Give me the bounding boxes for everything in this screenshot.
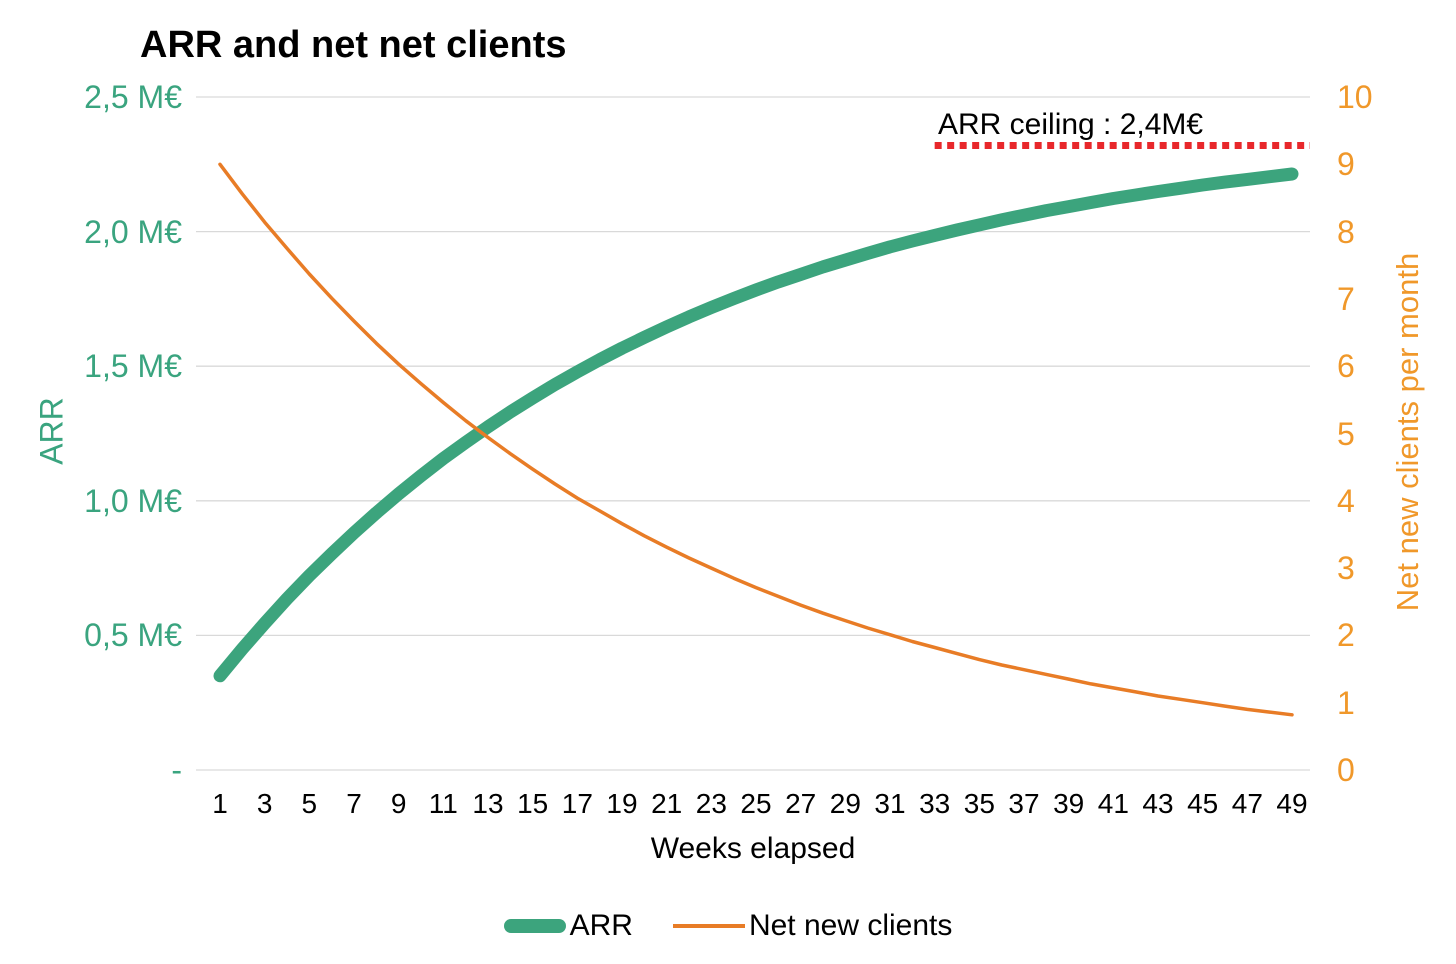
x-tick-label: 19 (606, 788, 638, 819)
x-tick-label: 43 (1142, 788, 1174, 819)
y-left-tick-label: 2,0 M€ (84, 213, 182, 250)
x-tick-label: 27 (785, 788, 817, 819)
y-right-tick-label: 1 (1337, 684, 1355, 721)
x-tick-label: 35 (963, 788, 995, 819)
x-tick-label: 47 (1231, 788, 1263, 819)
chart-title: ARR and net net clients (140, 24, 567, 66)
x-tick-label: 49 (1276, 788, 1308, 819)
y-right-tick-label: 7 (1337, 280, 1355, 317)
x-tick-label: 5 (301, 788, 318, 819)
x-tick-label: 17 (561, 788, 593, 819)
x-tick-label: 31 (874, 788, 906, 819)
x-tick-label: 3 (256, 788, 273, 819)
y-left-tick-label: 0,5 M€ (84, 617, 182, 654)
x-axis-title: Weeks elapsed (650, 832, 856, 865)
x-tick-label: 29 (829, 788, 861, 819)
y-right-tick-label: 5 (1337, 415, 1355, 452)
x-tick-label: 25 (740, 788, 772, 819)
legend-item-net-new-clients: Net new clients (672, 909, 953, 943)
y-right-tick-label: 4 (1337, 482, 1355, 519)
legend-label-arr: ARR (569, 909, 633, 942)
x-tick-label: 13 (472, 788, 504, 819)
y-left-tick-label: 2,5 M€ (84, 79, 182, 115)
x-tick-label: 21 (651, 788, 683, 819)
x-tick-label: 45 (1187, 788, 1219, 819)
x-tick-label: 39 (1053, 788, 1085, 819)
x-tick-label: 1 (212, 788, 228, 819)
x-tick-label: 9 (390, 788, 407, 819)
legend: ARR Net new clients (0, 902, 1456, 950)
legend-label-net-new-clients: Net new clients (748, 909, 953, 942)
y-right-tick-label: 10 (1337, 79, 1373, 115)
net-new-clients-line (218, 162, 1294, 717)
y-right-tick-label: 6 (1337, 348, 1355, 385)
y-axis-left-title: ARR (33, 397, 70, 465)
y-right-tick-label: 3 (1337, 550, 1355, 587)
y-left-tick-label: 1,0 M€ (84, 482, 182, 519)
x-tick-label: 33 (919, 788, 951, 819)
arr-line-swatch (503, 919, 566, 933)
y-left-tick-label: - (171, 752, 182, 788)
y-right-tick-label: 2 (1337, 617, 1355, 654)
y-right-tick-label: 8 (1337, 213, 1355, 250)
y-axis-right-title: Net new clients per month (1390, 252, 1425, 612)
y-right-tick-label: 9 (1337, 146, 1355, 183)
y-right-tick-label: 0 (1337, 752, 1355, 788)
net-new-clients-line-swatch (672, 924, 745, 928)
x-tick-label: 41 (1097, 788, 1129, 819)
arr-ceiling-annotation-label: ARR ceiling : 2,4M€ (938, 108, 1204, 141)
x-tick-label: 15 (517, 788, 549, 819)
x-tick-label: 11 (428, 788, 458, 819)
y-left-tick-label: 1,5 M€ (84, 348, 182, 385)
x-tick-label: 23 (695, 788, 727, 819)
x-tick-label: 7 (346, 788, 362, 819)
arr-line (213, 167, 1299, 683)
x-tick-label: 37 (1008, 788, 1040, 819)
legend-item-arr: ARR (503, 909, 633, 943)
